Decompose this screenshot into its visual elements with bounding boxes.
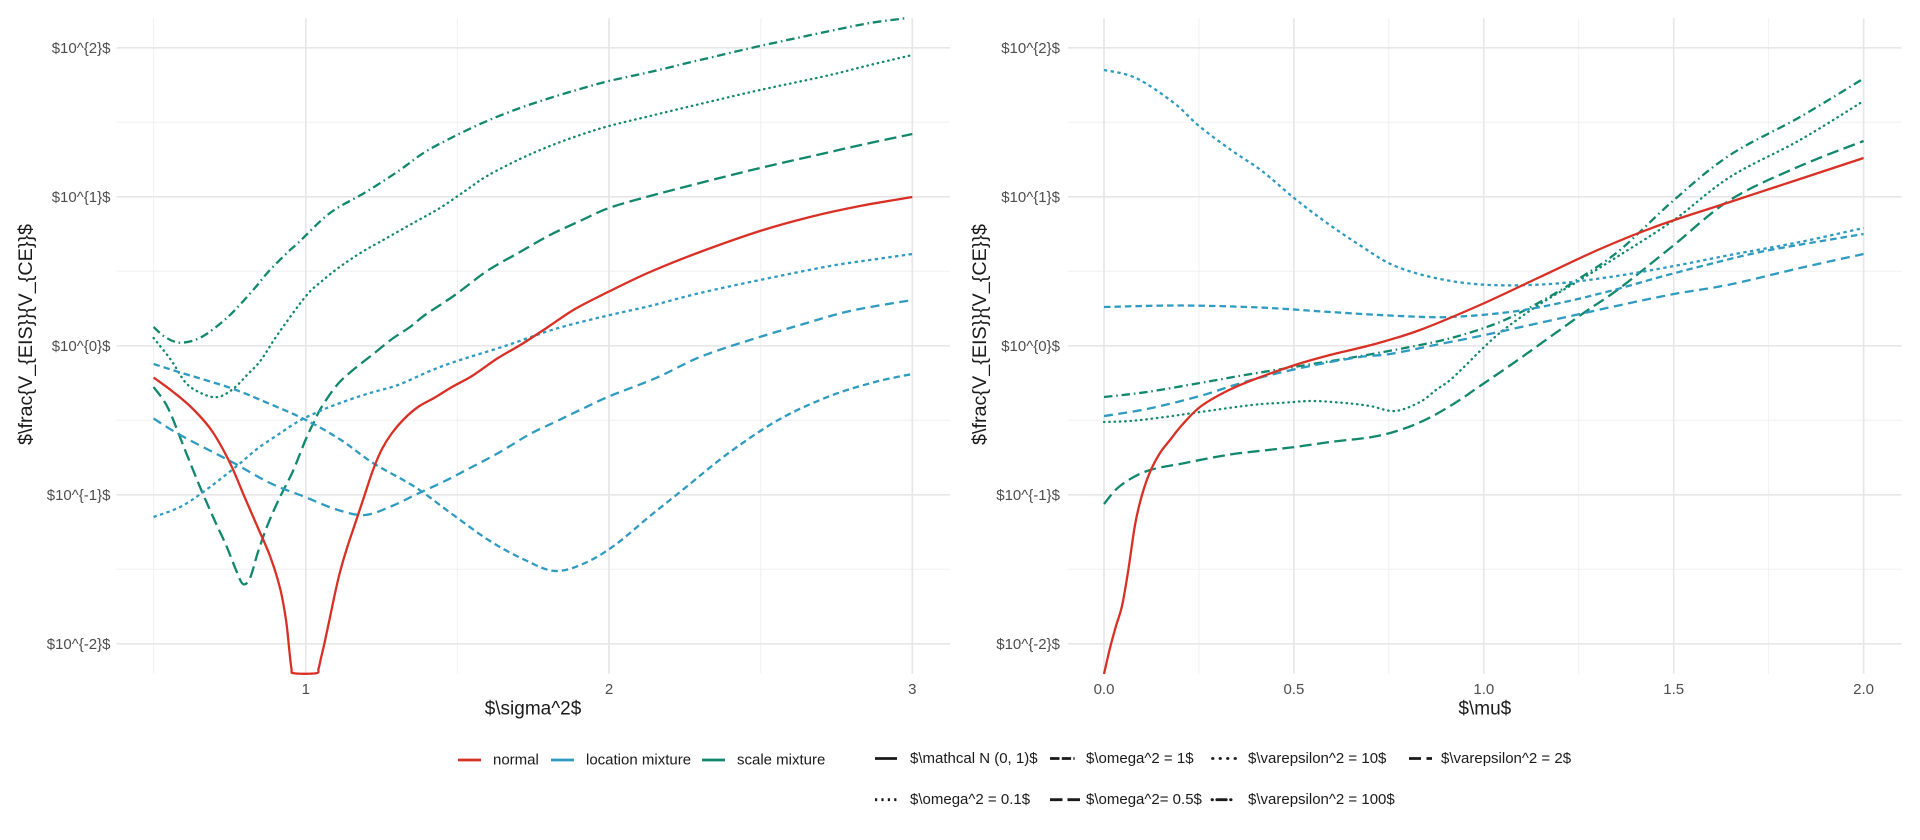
svg-text:$\sigma^2$: $\sigma^2$: [485, 699, 582, 720]
svg-text:$10^{1}$: $10^{1}$: [1001, 189, 1060, 206]
svg-text:$10^{2}$: $10^{2}$: [1001, 40, 1060, 57]
svg-text:$\omega^2 = 1$: $\omega^2 = 1$: [1086, 750, 1194, 767]
svg-text:0.5: 0.5: [1283, 681, 1304, 698]
svg-text:$10^{-2}$: $10^{-2}$: [996, 636, 1060, 653]
svg-text:$\mu$: $\mu$: [1458, 699, 1511, 720]
svg-text:normal: normal: [493, 752, 539, 769]
svg-text:$10^{0}$: $10^{0}$: [52, 338, 111, 355]
svg-text:2: 2: [605, 681, 613, 698]
svg-text:1.0: 1.0: [1473, 681, 1494, 698]
svg-text:$10^{-2}$: $10^{-2}$: [47, 636, 111, 653]
svg-text:$\frac{V_{EIS}}{V_{CE}}$: $\frac{V_{EIS}}{V_{CE}}$: [15, 224, 37, 445]
svg-text:$10^{0}$: $10^{0}$: [1001, 338, 1060, 355]
svg-text:$10^{-1}$: $10^{-1}$: [996, 487, 1060, 504]
svg-text:location mixture: location mixture: [586, 752, 691, 769]
svg-text:$\varepsilon^2 = 2$: $\varepsilon^2 = 2$: [1441, 750, 1572, 767]
svg-text:$10^{1}$: $10^{1}$: [52, 189, 111, 206]
svg-text:2.0: 2.0: [1853, 681, 1874, 698]
svg-text:$10^{-1}$: $10^{-1}$: [47, 487, 111, 504]
svg-text:1: 1: [302, 681, 310, 698]
svg-text:$\varepsilon^2 = 10$: $\varepsilon^2 = 10$: [1248, 750, 1387, 767]
svg-text:3: 3: [908, 681, 916, 698]
svg-text:$\mathcal N (0, 1)$: $\mathcal N (0, 1)$: [910, 750, 1038, 767]
svg-text:0.0: 0.0: [1094, 681, 1115, 698]
svg-text:$\omega^2 = 0.1$: $\omega^2 = 0.1$: [910, 791, 1031, 808]
svg-text:1.5: 1.5: [1663, 681, 1684, 698]
svg-text:scale mixture: scale mixture: [737, 752, 825, 769]
svg-text:$\varepsilon^2 = 100$: $\varepsilon^2 = 100$: [1248, 791, 1395, 808]
svg-text:$\omega^2= 0.5$: $\omega^2= 0.5$: [1086, 791, 1203, 808]
svg-text:$10^{2}$: $10^{2}$: [52, 40, 111, 57]
svg-text:$\frac{V_{EIS}}{V_{CE}}$: $\frac{V_{EIS}}{V_{CE}}$: [969, 224, 991, 445]
